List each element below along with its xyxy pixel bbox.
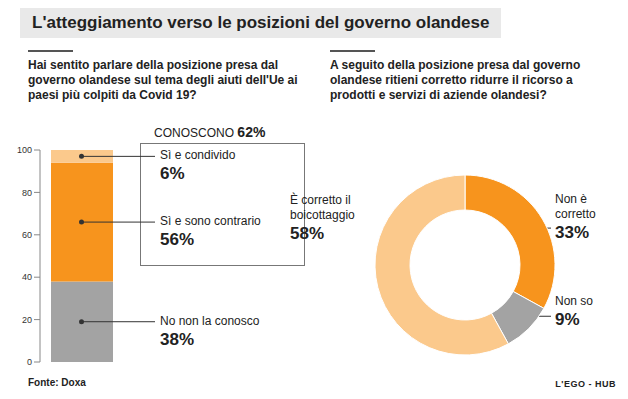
svg-text:60: 60 xyxy=(22,230,32,240)
svg-text:80: 80 xyxy=(22,188,32,198)
html-text:56%: 56% xyxy=(160,230,194,250)
svg-text:100: 100 xyxy=(17,145,32,155)
html-text:Non è corretto: Non è corretto xyxy=(555,192,596,222)
html-text:58%: 58% xyxy=(290,223,324,243)
html-text:Sì e sono contrario: Sì e sono contrario xyxy=(160,214,261,229)
html-text:A seguito della posizione pres: A seguito della posizione presa dal gove… xyxy=(330,58,581,102)
html-text:Sì e condivido: Sì e condivido xyxy=(160,148,236,163)
html-text:No non la conosco: No non la conosco xyxy=(160,313,260,328)
html-text:33%: 33% xyxy=(555,223,589,243)
svg-text:20: 20 xyxy=(22,315,32,325)
html-text:È corretto il boicottaggio: È corretto il boicottaggio xyxy=(290,192,355,222)
html-text:38%: 38% xyxy=(160,329,194,349)
html-text:CONOSCONO 62%: CONOSCONO 62% xyxy=(154,124,266,140)
html-text:L'atteggiamento verso le posiz: L'atteggiamento verso le posizioni del g… xyxy=(32,13,490,32)
html-text:Non so: Non so xyxy=(555,294,593,309)
html-text:L'EGO - HUB: L'EGO - HUB xyxy=(555,379,616,389)
html-text:9%: 9% xyxy=(555,310,580,330)
svg-text:0: 0 xyxy=(27,357,32,367)
svg-text:40: 40 xyxy=(22,272,32,282)
html-text:Hai sentito parlare della posi: Hai sentito parlare della posizione pres… xyxy=(28,58,298,102)
html-text:Fonte: Doxa: Fonte: Doxa xyxy=(28,377,86,388)
html-text:6%: 6% xyxy=(160,164,185,184)
